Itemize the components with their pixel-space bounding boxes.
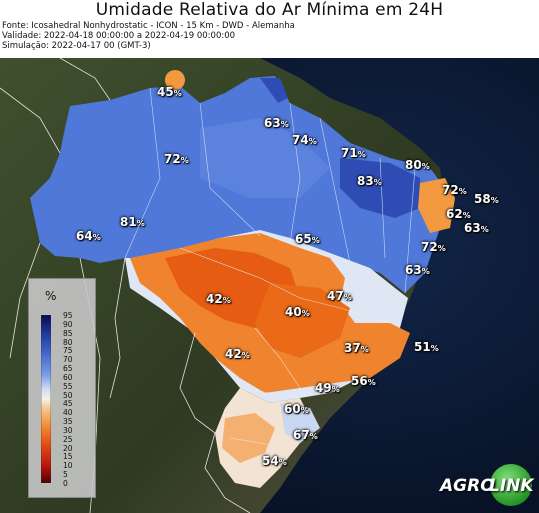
header: Umidade Relativa do Ar Mínima em 24H Fon… bbox=[0, 0, 539, 58]
value-label-espirito-santo: 51% bbox=[414, 340, 439, 354]
humid-region-inner bbox=[200, 118, 330, 198]
very-dry-region-2 bbox=[255, 283, 350, 358]
agrolink-logo: AGRO LINK bbox=[436, 462, 534, 508]
value-label-roraima: 45% bbox=[157, 85, 182, 99]
logo-text-agro: AGRO bbox=[440, 476, 495, 496]
legend-tick: 80 bbox=[63, 337, 73, 347]
value-label-tocantins: 65% bbox=[295, 232, 320, 246]
value-label-piaui: 83% bbox=[357, 174, 382, 188]
value-label-rn: 72% bbox=[442, 183, 467, 197]
very-humid-amapa bbox=[260, 78, 288, 103]
value-label-mato-grosso-sul: 42% bbox=[225, 347, 250, 361]
humidity-map: 45% 63% 74% 71% 80% 72% 83% 72% 58% 62% … bbox=[0, 58, 539, 513]
legend-tick: 45 bbox=[63, 399, 73, 409]
dry-roraima-spot bbox=[165, 70, 185, 90]
legend-tick: 70 bbox=[63, 355, 73, 365]
value-label-bahia-west: 47% bbox=[327, 289, 352, 303]
very-humid-region bbox=[340, 158, 420, 218]
map-title: Umidade Relativa do Ar Mínima em 24H bbox=[95, 0, 444, 20]
legend-tick: 50 bbox=[63, 390, 73, 400]
value-label-amazonas-south: 81% bbox=[120, 215, 145, 229]
value-label-goias: 40% bbox=[285, 305, 310, 319]
logo-text-link: LINK bbox=[489, 476, 534, 496]
value-label-ocean-east: 58% bbox=[474, 192, 499, 206]
legend-tick: 65 bbox=[63, 364, 73, 374]
value-label-alagoas: 72% bbox=[421, 240, 446, 254]
legend-tick: 10 bbox=[63, 461, 73, 471]
legend-unit: % bbox=[45, 289, 57, 303]
value-label-rio-de-janeiro: 56% bbox=[351, 374, 376, 388]
validity-line: Validade: 2022-04-18 00:00:00 a 2022-04-… bbox=[2, 31, 236, 41]
logo-circle bbox=[490, 464, 532, 506]
legend-tick: 55 bbox=[63, 381, 73, 391]
legend-tick: 40 bbox=[63, 408, 73, 418]
color-legend: % 95 90 85 80 75 70 65 60 55 50 45 40 35 30 25 20 15 10 5 0 bbox=[28, 278, 96, 498]
legend-tick: 20 bbox=[63, 443, 73, 453]
dry-coast-spot bbox=[418, 178, 455, 233]
legend-tick: 60 bbox=[63, 372, 73, 382]
legend-tick: 75 bbox=[63, 346, 73, 356]
legend-tick: 95 bbox=[63, 311, 73, 320]
legend-tick: 0 bbox=[63, 479, 68, 488]
legend-tick: 15 bbox=[63, 452, 73, 462]
value-label-acre: 64% bbox=[76, 229, 101, 243]
value-label-amazonas-north: 72% bbox=[164, 152, 189, 166]
south-dry-spot bbox=[222, 413, 275, 463]
legend-tick: 85 bbox=[63, 328, 73, 338]
value-label-amapa: 63% bbox=[264, 116, 289, 130]
state-borders bbox=[124, 87, 416, 449]
value-label-paraiba: 62% bbox=[446, 207, 471, 221]
legend-tick: 30 bbox=[63, 425, 73, 435]
legend-tick: 90 bbox=[63, 319, 73, 329]
value-label-mato-grosso: 42% bbox=[206, 292, 231, 306]
value-label-pernambuco-coast: 63% bbox=[464, 221, 489, 235]
legend-tick: 35 bbox=[63, 417, 73, 427]
value-label-rio-grande-sul: 54% bbox=[262, 454, 287, 468]
value-label-minas-gerais: 37% bbox=[344, 341, 369, 355]
south-humid-spot bbox=[280, 403, 320, 443]
value-label-parana: 60% bbox=[284, 402, 309, 416]
value-label-sergipe: 63% bbox=[405, 263, 430, 277]
value-label-santa-catarina: 67% bbox=[293, 428, 318, 442]
value-label-maranhao: 71% bbox=[341, 146, 366, 160]
value-label-ceara: 80% bbox=[405, 158, 430, 172]
legend-colorbar bbox=[41, 315, 51, 483]
value-label-sao-paulo: 49% bbox=[315, 381, 340, 395]
source-line: Fonte: Icosahedral Nonhydrostatic - ICON… bbox=[2, 21, 295, 31]
simulation-line: Simulação: 2022-04-17 00 (GMT-3) bbox=[2, 41, 151, 51]
value-label-para-north: 74% bbox=[292, 133, 317, 147]
legend-tick: 25 bbox=[63, 434, 73, 444]
map-graphic bbox=[0, 58, 539, 513]
legend-tick: 5 bbox=[63, 470, 68, 480]
